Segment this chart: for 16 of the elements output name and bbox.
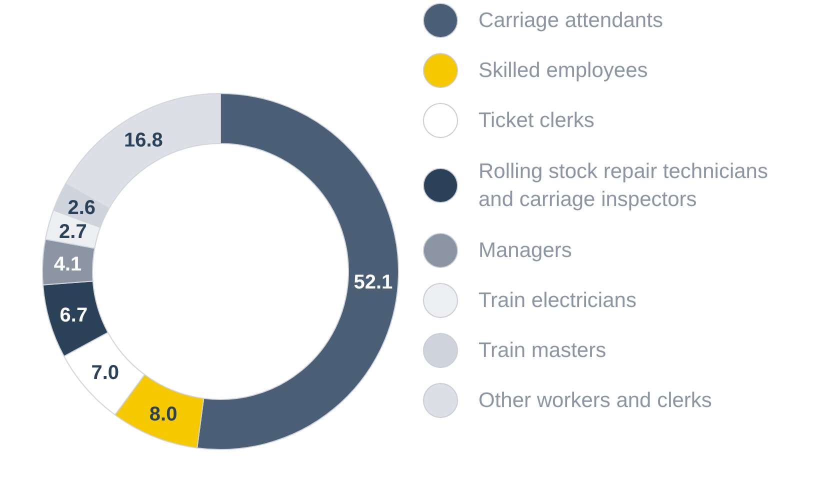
legend-label: Skilled employees [478, 59, 648, 82]
legend-label: Other workers and clerks [478, 389, 712, 412]
legend-label: Carriage attendants [478, 9, 663, 32]
data-label: 4.1 [54, 253, 82, 276]
data-label: 2.6 [68, 197, 96, 220]
legend-label: Train masters [478, 339, 606, 362]
data-label: 2.7 [59, 221, 87, 244]
legend-label: Rolling stock repair technicians and carriage inspectors [478, 160, 768, 211]
legend-label: Ticket clerks [478, 109, 594, 132]
legend-label: Managers [478, 239, 572, 262]
data-label: 7.0 [91, 362, 120, 384]
data-label: 8.0 [149, 403, 178, 426]
data-label: 6.7 [60, 304, 88, 327]
legend-label: Train electricians [478, 289, 636, 312]
data-label: 16.8 [124, 129, 163, 152]
data-label: 52.1 [354, 272, 393, 294]
